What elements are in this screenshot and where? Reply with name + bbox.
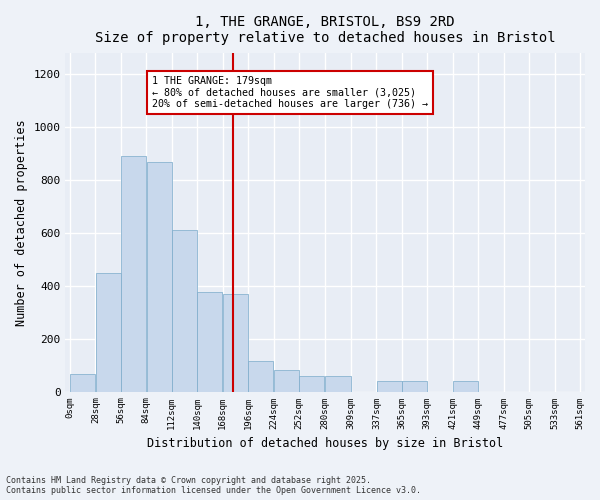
Title: 1, THE GRANGE, BRISTOL, BS9 2RD
Size of property relative to detached houses in : 1, THE GRANGE, BRISTOL, BS9 2RD Size of …	[95, 15, 556, 45]
Bar	[223, 294, 248, 392]
Bar	[248, 361, 274, 392]
Bar	[146, 162, 172, 392]
Bar	[274, 370, 299, 392]
Text: 1 THE GRANGE: 179sqm
← 80% of detached houses are smaller (3,025)
20% of semi-de: 1 THE GRANGE: 179sqm ← 80% of detached h…	[152, 76, 428, 109]
Bar	[325, 376, 350, 392]
Bar	[70, 374, 95, 392]
Bar	[197, 292, 223, 392]
Bar	[172, 230, 197, 392]
Bar	[453, 381, 478, 392]
Text: Contains HM Land Registry data © Crown copyright and database right 2025.
Contai: Contains HM Land Registry data © Crown c…	[6, 476, 421, 495]
Bar	[402, 381, 427, 392]
X-axis label: Distribution of detached houses by size in Bristol: Distribution of detached houses by size …	[147, 437, 503, 450]
Y-axis label: Number of detached properties: Number of detached properties	[15, 119, 28, 326]
Bar	[299, 376, 325, 392]
Bar	[377, 381, 401, 392]
Bar	[95, 272, 121, 392]
Bar	[121, 156, 146, 392]
